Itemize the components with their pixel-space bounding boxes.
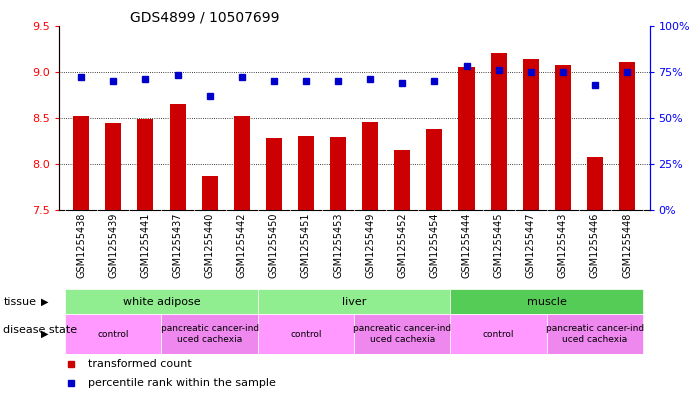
Text: control: control [97,330,129,338]
Bar [105,123,122,210]
Bar [234,116,249,210]
Bar [555,65,571,210]
Text: GSM1255443: GSM1255443 [558,213,568,278]
Text: control: control [483,330,514,338]
Bar [169,104,186,210]
Text: white adipose: white adipose [123,297,200,307]
Text: GSM1255442: GSM1255442 [237,213,247,278]
Text: GSM1255441: GSM1255441 [140,213,151,278]
Text: GSM1255447: GSM1255447 [526,213,536,278]
Text: control: control [290,330,322,338]
Text: GSM1255454: GSM1255454 [429,213,439,278]
Text: GSM1255446: GSM1255446 [590,213,600,278]
Bar [587,157,603,210]
Text: disease state: disease state [3,325,77,335]
Bar [73,116,89,210]
Bar [138,119,153,210]
Bar [451,314,547,354]
Text: pancreatic cancer-ind
uced cachexia: pancreatic cancer-ind uced cachexia [546,324,644,344]
Text: muscle: muscle [527,297,567,307]
Bar [459,67,475,210]
Text: tissue: tissue [3,297,37,307]
Text: GSM1255445: GSM1255445 [493,213,504,278]
Text: GSM1255451: GSM1255451 [301,213,311,278]
Bar [266,138,282,210]
Bar [65,314,162,354]
Bar [354,314,451,354]
Text: percentile rank within the sample: percentile rank within the sample [88,378,276,388]
Bar [426,129,442,210]
Bar [162,314,258,354]
Text: pancreatic cancer-ind
uced cachexia: pancreatic cancer-ind uced cachexia [353,324,451,344]
Bar [362,121,378,210]
Bar [258,314,354,354]
Text: GSM1255452: GSM1255452 [397,213,407,278]
Text: GSM1255438: GSM1255438 [76,213,86,278]
Text: GSM1255450: GSM1255450 [269,213,279,278]
Bar [258,289,451,314]
Text: GSM1255448: GSM1255448 [622,213,632,278]
Text: GSM1255437: GSM1255437 [173,213,182,278]
Text: GDS4899 / 10507699: GDS4899 / 10507699 [130,10,279,24]
Text: GSM1255439: GSM1255439 [108,213,118,278]
Bar [451,289,643,314]
Text: ▶: ▶ [41,329,48,339]
Text: GSM1255440: GSM1255440 [205,213,215,278]
Bar [619,62,635,210]
Text: GSM1255444: GSM1255444 [462,213,471,278]
Bar [522,59,539,210]
Bar [547,314,643,354]
Bar [395,150,410,210]
Text: pancreatic cancer-ind
uced cachexia: pancreatic cancer-ind uced cachexia [160,324,258,344]
Bar [491,53,507,210]
Bar [202,176,218,210]
Text: liver: liver [342,297,366,307]
Bar [330,137,346,210]
Text: GSM1255449: GSM1255449 [365,213,375,278]
Text: GSM1255453: GSM1255453 [333,213,343,278]
Bar [65,289,258,314]
Text: transformed count: transformed count [88,358,192,369]
Text: ▶: ▶ [41,297,48,307]
Bar [298,136,314,210]
